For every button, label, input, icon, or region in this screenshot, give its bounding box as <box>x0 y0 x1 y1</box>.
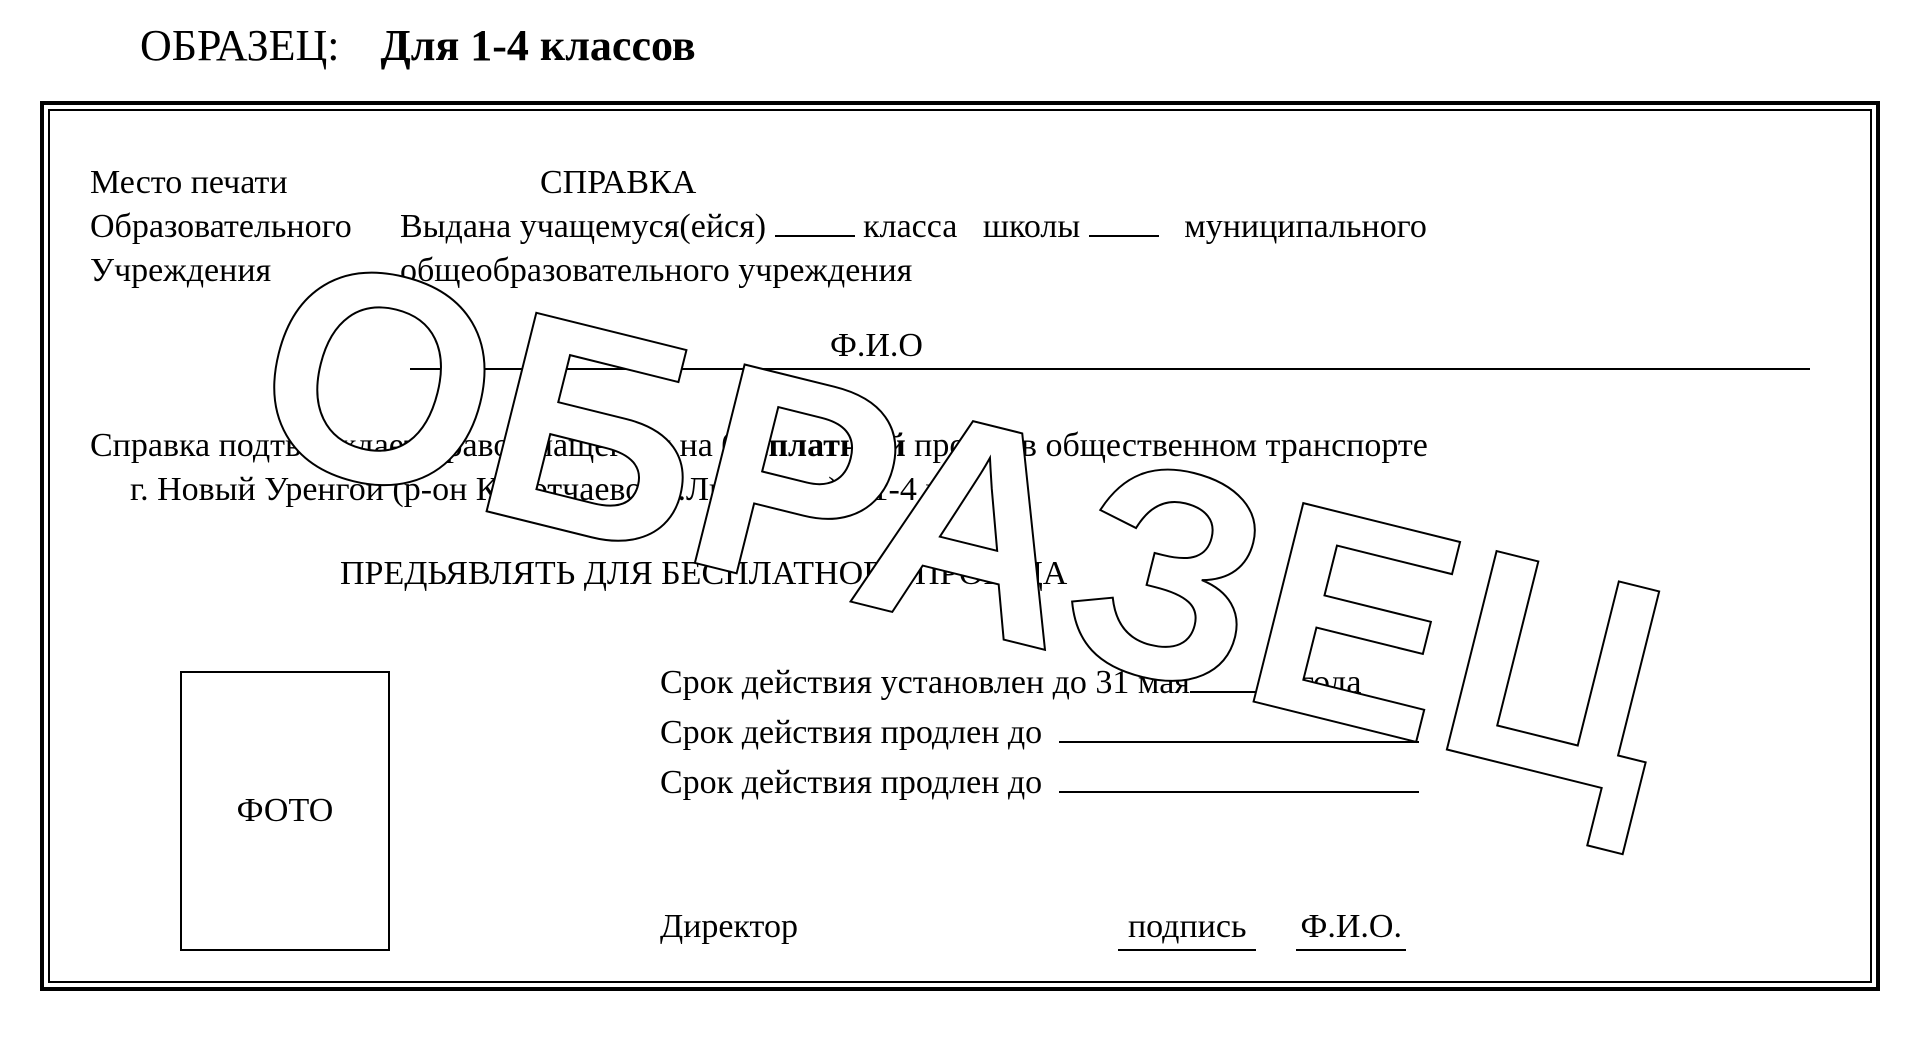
stamp-line-3: Учреждения <box>90 249 360 293</box>
sample-label: ОБРАЗЕЦ: <box>140 21 339 70</box>
validity-ext-1-blank <box>1059 741 1419 743</box>
confirm-line-1: Справка подтверждает право учащегося на … <box>90 424 1830 468</box>
issued-prefix: Выдана учащемуся(ейся) <box>400 208 766 245</box>
stamp-line-2: Образовательного <box>90 205 360 249</box>
school-blank <box>1089 235 1159 237</box>
municipal-word: муниципального <box>1184 208 1427 245</box>
present-line: ПРЕДЬЯВЛЯТЬ ДЛЯ БЕСПЛАТНОГО ПРОЕЗДА <box>340 552 1830 596</box>
validity-ext-1: Срок действия продлен до <box>660 711 1810 755</box>
issued-line: Выдана учащемуся(ейся) класса школы муни… <box>400 205 1830 249</box>
director-label: Директор <box>660 905 798 949</box>
card-inner: Место печати Образовательного Учреждения… <box>48 109 1872 983</box>
validity-ext-2-label: Срок действия продлен до <box>660 761 1042 805</box>
director-signature: подпись <box>1118 905 1257 951</box>
fio-underline <box>410 368 1810 370</box>
card-outer-border: Место печати Образовательного Учреждения… <box>40 101 1880 991</box>
director-fio: Ф.И.О. <box>1296 905 1405 951</box>
validity-set-pre: Срок действия установлен до 31 мая <box>660 661 1190 705</box>
confirm-pre: Справка подтверждает право учащегося на <box>90 427 721 464</box>
class-blank <box>775 235 855 237</box>
certificate-main: СПРАВКА Выдана учащемуся(ейся) класса шк… <box>360 161 1830 294</box>
fio-label: Ф.И.О <box>830 324 923 368</box>
page: ОБРАЗЕЦ: Для 1-4 классов Место печати Об… <box>0 0 1920 1042</box>
confirmation-block: Справка подтверждает право учащегося на … <box>90 424 1830 512</box>
stamp-area: Место печати Образовательного Учреждения <box>90 161 360 294</box>
validity-year-blank <box>1190 691 1300 693</box>
confirm-post: проезд в общественном транспорте <box>906 427 1428 464</box>
class-word: класса <box>863 208 957 245</box>
photo-box: ФОТО <box>180 671 390 951</box>
stamp-line-1: Место печати <box>90 161 360 205</box>
confirm-line-2: г. Новый Уренгой (р-он Коротчаево, п.Лим… <box>130 468 1830 512</box>
page-header: ОБРАЗЕЦ: Для 1-4 классов <box>140 20 1880 71</box>
director-row: Директор подпись Ф.И.О. <box>660 905 1810 951</box>
header-title: Для 1-4 классов <box>380 21 695 70</box>
validity-ext-2: Срок действия продлен до <box>660 761 1810 805</box>
validity-ext-2-blank <box>1059 791 1419 793</box>
bottom-area: ФОТО Срок действия установлен до 31 мая … <box>90 651 1830 961</box>
validity-year-word: года <box>1300 661 1362 705</box>
school-word: школы <box>983 208 1080 245</box>
validity-block: Срок действия установлен до 31 мая года … <box>660 661 1810 812</box>
institution-line: общеобразовательного учреждения <box>400 249 1830 293</box>
photo-label: ФОТО <box>237 789 334 833</box>
validity-set-line: Срок действия установлен до 31 мая года <box>660 661 1810 705</box>
top-row: Место печати Образовательного Учреждения… <box>90 161 1830 294</box>
certificate-title: СПРАВКА <box>540 161 1830 205</box>
validity-ext-1-label: Срок действия продлен до <box>660 711 1042 755</box>
fio-row: Ф.И.О <box>90 324 1830 384</box>
confirm-bold: бесплатный <box>721 427 905 464</box>
